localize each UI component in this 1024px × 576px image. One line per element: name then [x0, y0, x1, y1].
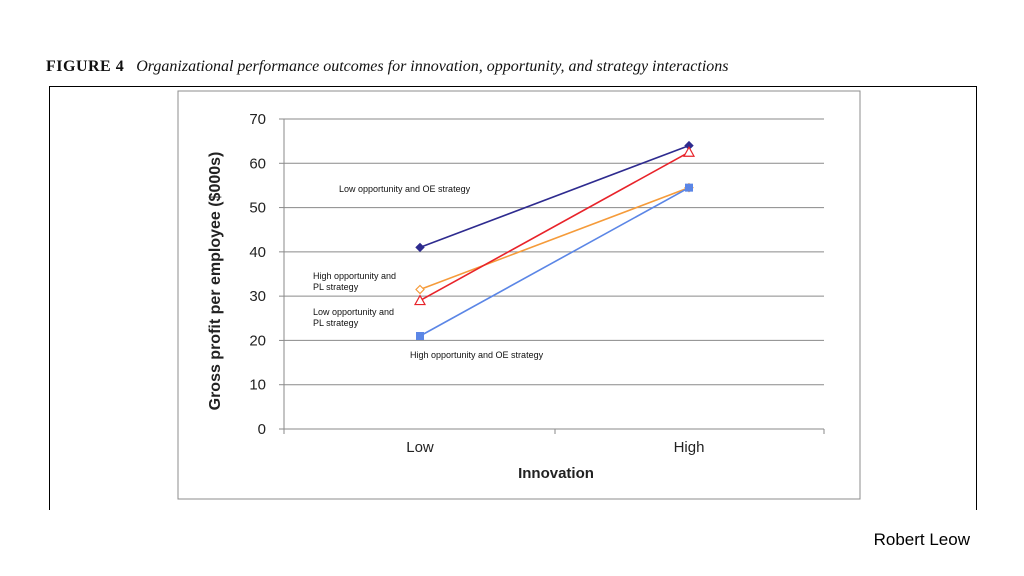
figure-frame — [49, 86, 977, 510]
y-tick-label: 60 — [249, 155, 266, 172]
series-annotation: Low opportunity and OE strategy — [339, 184, 471, 194]
series-annotation: PL strategy — [313, 282, 359, 292]
y-tick-label: 70 — [249, 111, 266, 128]
y-tick-label: 30 — [249, 288, 266, 305]
figure-number: FIGURE 4 — [46, 58, 125, 75]
series-annotation: PL strategy — [313, 318, 359, 328]
chart-area-border — [177, 90, 861, 500]
data-point — [685, 183, 693, 192]
figure-title: Organizational performance outcomes for … — [136, 58, 729, 75]
author-name: Robert Leow — [873, 530, 970, 549]
data-point — [413, 294, 427, 306]
data-point — [682, 145, 696, 157]
series-group — [413, 145, 696, 306]
data-point — [415, 242, 425, 253]
series-annotation: High opportunity and OE strategy — [410, 350, 544, 360]
y-tick-label: 20 — [249, 332, 266, 349]
data-point — [415, 284, 425, 295]
series-group — [416, 183, 693, 340]
series-annotation: High opportunity and — [313, 271, 396, 281]
series-line — [419, 151, 690, 302]
y-tick-label: 40 — [249, 244, 266, 261]
x-tick-label: High — [674, 439, 705, 456]
figure-caption: FIGURE 4 Organizational performance outc… — [46, 58, 729, 76]
y-tick-label: 10 — [249, 377, 266, 394]
y-tick-label: 50 — [249, 200, 266, 217]
series-line — [419, 186, 690, 337]
x-axis-label: Innovation — [518, 465, 594, 482]
y-axis-label: Gross profit per employee ($000s) — [207, 152, 224, 411]
x-tick-label: Low — [406, 439, 434, 456]
series-annotation: Low opportunity and — [313, 307, 394, 317]
series-line — [419, 186, 690, 291]
y-tick-label: 0 — [258, 421, 266, 438]
data-point — [416, 332, 424, 340]
series-line — [419, 144, 690, 249]
